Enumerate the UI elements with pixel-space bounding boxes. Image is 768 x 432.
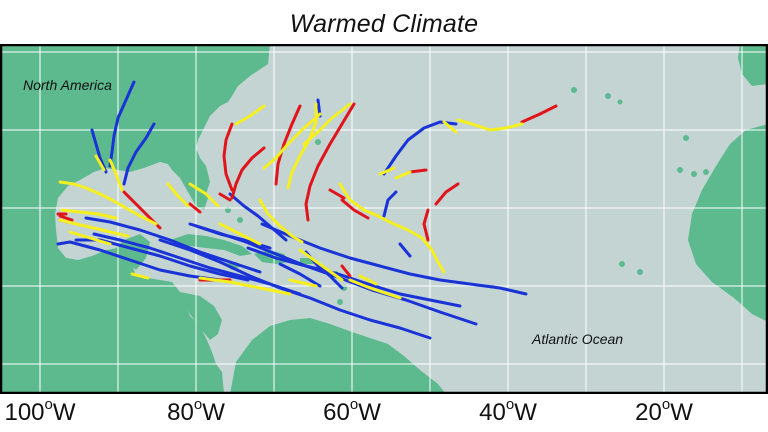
tracks-yellow [58, 102, 524, 300]
track [84, 216, 262, 274]
track [348, 278, 402, 300]
cape-verde-island-2 [637, 269, 643, 275]
track [122, 122, 156, 186]
track [288, 278, 318, 288]
cuba-landmass [170, 234, 252, 256]
track [298, 248, 344, 282]
track [442, 120, 458, 134]
track [188, 182, 220, 208]
track [274, 104, 302, 186]
track [108, 158, 124, 192]
central-america-landmass [180, 292, 222, 340]
yucatan-landmass [110, 234, 150, 270]
track [246, 246, 462, 308]
track [378, 166, 396, 176]
madeira-island [683, 135, 689, 141]
track [218, 222, 262, 246]
track [222, 122, 234, 192]
track [304, 102, 356, 222]
south-america-landmass [230, 318, 446, 394]
florida-landmass [168, 162, 208, 210]
x-tick-80w: 80oW [167, 396, 225, 426]
track [422, 208, 430, 242]
track [340, 198, 370, 220]
track [90, 128, 108, 174]
track [408, 168, 428, 174]
north-america-label: North America [23, 77, 112, 93]
track [92, 232, 302, 296]
iberia-landmass [738, 44, 768, 86]
track [358, 274, 378, 286]
canary-island-3 [703, 169, 709, 175]
bahamas-island-2 [237, 217, 243, 223]
track [60, 208, 118, 220]
hurricane-track-map [0, 44, 768, 394]
cape-verde-island-1 [619, 261, 625, 267]
azores-island-1 [571, 87, 577, 93]
track [58, 180, 158, 226]
atlantic-ocean-label: Atlantic Ocean [532, 331, 624, 347]
track [260, 222, 528, 296]
track [166, 182, 190, 208]
canary-island-2 [691, 171, 697, 177]
track [520, 104, 558, 124]
track [198, 276, 292, 296]
track [398, 242, 412, 258]
track [130, 272, 150, 280]
track [278, 262, 322, 288]
track [382, 190, 398, 218]
africa-landmass [688, 124, 768, 322]
map-title: Warmed Climate [289, 10, 479, 38]
canary-island-1 [677, 167, 683, 173]
map-border [0, 44, 768, 394]
track [258, 198, 304, 244]
track [218, 192, 232, 202]
track [108, 80, 136, 168]
track [230, 146, 266, 200]
bermuda-island [315, 139, 321, 145]
x-tick-60w: 60oW [323, 396, 381, 426]
track [262, 112, 322, 170]
land [0, 44, 768, 394]
x-tick-100w: 100oW [4, 396, 76, 426]
track [394, 170, 412, 180]
map-frame [0, 44, 768, 394]
track [94, 154, 106, 172]
track [302, 102, 352, 146]
track [188, 202, 202, 214]
azores-island-2 [605, 93, 611, 99]
x-tick-20w: 20oW [635, 396, 693, 426]
track [328, 188, 346, 200]
track [338, 182, 446, 274]
north-america-landmass [0, 44, 270, 394]
track [434, 182, 460, 206]
track [228, 192, 288, 242]
x-tick-40w: 40oW [479, 396, 537, 426]
track [58, 218, 130, 238]
azores-island-3 [617, 99, 623, 105]
track [68, 230, 112, 246]
track [56, 240, 222, 282]
track [340, 264, 352, 278]
lesser-antilles-island-3 [337, 299, 343, 305]
track [456, 118, 524, 132]
track [234, 104, 266, 126]
tracks-blue [56, 80, 528, 340]
track [58, 214, 74, 222]
galapagos-island [139, 351, 145, 357]
